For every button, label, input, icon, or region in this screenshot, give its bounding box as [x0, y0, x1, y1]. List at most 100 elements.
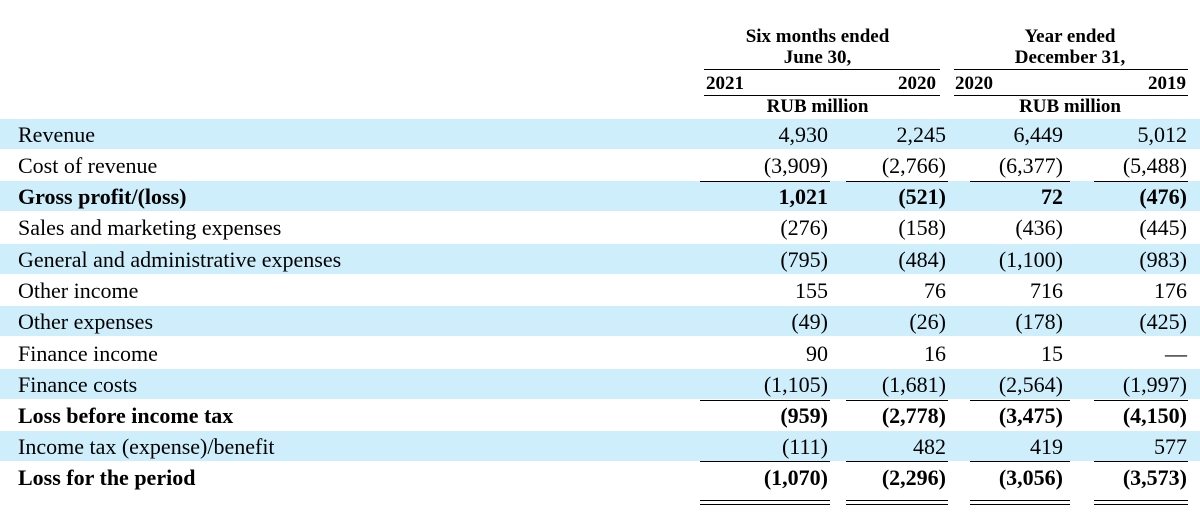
cell-year-2020: (2,564): [998, 372, 1063, 397]
row-label: Loss for the period: [18, 465, 196, 490]
cell-year-2020: 716: [1030, 278, 1063, 303]
year-row-underline-2: [954, 95, 1188, 96]
total-rule: [970, 461, 1070, 462]
cell-year-2020: 72: [1041, 184, 1063, 209]
table-row: Other expenses (49) (26) (178) (425): [0, 306, 1200, 336]
cell-six-months-2021: (795): [780, 247, 828, 272]
cell-six-months-2020: (1,681): [881, 372, 946, 397]
row-label: Revenue: [18, 122, 95, 147]
subtotal-rule: [846, 400, 948, 401]
year-ended-title: Year ended: [1024, 26, 1116, 47]
row-label: Finance income: [18, 341, 158, 366]
table-row: Loss for the period (1,070) (2,296) (3,056)…: [0, 462, 1200, 492]
cell-six-months-2020: (2,778): [881, 403, 946, 428]
row-label: Income tax (expense)/benefit: [18, 434, 275, 459]
row-label: Gross profit/(loss): [18, 184, 187, 209]
cell-six-months-2020: (484): [898, 247, 946, 272]
total-double-rule: [846, 500, 948, 505]
total-double-rule: [1094, 500, 1188, 505]
cell-year-2019: 577: [1154, 434, 1187, 459]
row-label: Cost of revenue: [18, 153, 158, 178]
cell-year-2020: 419: [1030, 434, 1063, 459]
cell-six-months-2020: (2,296): [881, 465, 946, 490]
table-row: Finance costs (1,105) (1,681) (2,564) (1,997…: [0, 369, 1200, 399]
cell-year-2020: (3,475): [998, 403, 1063, 428]
table-row: Gross profit/(loss) 1,021 (521) 72 (476): [0, 181, 1200, 211]
cell-six-months-2020: 2,245: [896, 122, 947, 147]
cell-six-months-2020: 76: [924, 278, 946, 303]
total-rule: [1094, 461, 1188, 462]
subtotal-rule: [1094, 400, 1188, 401]
col-header-2019: 2019: [1148, 73, 1186, 94]
cell-six-months-2020: (521): [898, 184, 946, 209]
cell-six-months-2020: (26): [909, 309, 946, 334]
year-ended-underline: [954, 69, 1188, 70]
cell-six-months-2020: 16: [924, 341, 946, 366]
subtotal-rule: [970, 400, 1070, 401]
cell-six-months-2020: (158): [898, 215, 946, 240]
table-row: Other income 155 76 716 176: [0, 275, 1200, 305]
total-rule: [846, 461, 948, 462]
cell-six-months-2021: (959): [780, 403, 828, 428]
cell-year-2019: (3,573): [1122, 465, 1187, 490]
cell-six-months-2021: (276): [780, 215, 828, 240]
cell-year-2020: 6,449: [1013, 122, 1064, 147]
six-months-date: June 30,: [783, 47, 852, 68]
cell-year-2019: (983): [1139, 247, 1187, 272]
cell-year-2019: (1,997): [1122, 372, 1187, 397]
cell-six-months-2021: (3,909): [763, 153, 828, 178]
cell-six-months-2021: 155: [795, 278, 828, 303]
cell-six-months-2020: 482: [913, 434, 946, 459]
row-label: Sales and marketing expenses: [18, 215, 282, 240]
table-row: Cost of revenue (3,909) (2,766) (6,377) (5,4…: [0, 150, 1200, 180]
table-row: Revenue 4,930 2,245 6,449 5,012: [0, 119, 1200, 149]
year-row-underline-1: [704, 95, 940, 96]
year-ended-header: Year ended December 31,: [955, 26, 1185, 68]
row-label: General and administrative expenses: [18, 247, 342, 272]
row-label: Other income: [18, 278, 139, 303]
total-double-rule: [700, 500, 830, 505]
table-row: Finance income 90 16 15 —: [0, 338, 1200, 368]
table-row: Income tax (expense)/benefit (111) 482 419 5…: [0, 431, 1200, 461]
six-months-header: Six months ended June 30,: [705, 26, 930, 68]
cell-year-2019: 176: [1154, 278, 1187, 303]
six-months-underline: [704, 69, 940, 70]
cell-six-months-2021: (49): [791, 309, 828, 334]
subtotal-rule: [1094, 181, 1188, 182]
cell-six-months-2021: (111): [781, 434, 828, 459]
cell-six-months-2020: (2,766): [881, 153, 946, 178]
cell-year-2020: (1,100): [998, 247, 1063, 272]
table-row: General and administrative expenses (795)…: [0, 244, 1200, 274]
col-header-2020-six-months: 2020: [898, 73, 936, 94]
unit-label-six-months: RUB million: [766, 96, 869, 117]
cell-year-2019: (445): [1139, 215, 1187, 240]
total-rule: [700, 461, 830, 462]
row-label: Other expenses: [18, 309, 154, 334]
cell-year-2019: (425): [1139, 309, 1187, 334]
cell-year-2019: (4,150): [1122, 403, 1187, 428]
cell-six-months-2021: (1,070): [763, 465, 828, 490]
row-label: Finance costs: [18, 372, 138, 397]
subtotal-rule: [700, 400, 830, 401]
col-header-2020-year: 2020: [955, 73, 993, 94]
cell-year-2019: 5,012: [1137, 122, 1188, 147]
cell-year-2020: 15: [1041, 341, 1063, 366]
table-row: Sales and marketing expenses (276) (158) (4…: [0, 212, 1200, 242]
cell-six-months-2021: (1,105): [763, 372, 828, 397]
cell-year-2020: (3,056): [998, 465, 1063, 490]
subtotal-rule: [846, 181, 948, 182]
col-header-2021: 2021: [706, 73, 744, 94]
row-label: Loss before income tax: [18, 403, 234, 428]
total-double-rule: [970, 500, 1070, 505]
cell-year-2020: (436): [1015, 215, 1063, 240]
cell-six-months-2021: 4,930: [778, 122, 829, 147]
cell-six-months-2021: 90: [806, 341, 828, 366]
six-months-title: Six months ended: [745, 26, 890, 47]
cell-year-2020: (178): [1015, 309, 1063, 334]
subtotal-rule: [970, 181, 1070, 182]
cell-six-months-2021: 1,021: [778, 184, 829, 209]
subtotal-rule: [700, 181, 830, 182]
cell-year-2019: (476): [1139, 184, 1187, 209]
cell-year-2020: (6,377): [998, 153, 1063, 178]
year-ended-date: December 31,: [1014, 47, 1126, 68]
